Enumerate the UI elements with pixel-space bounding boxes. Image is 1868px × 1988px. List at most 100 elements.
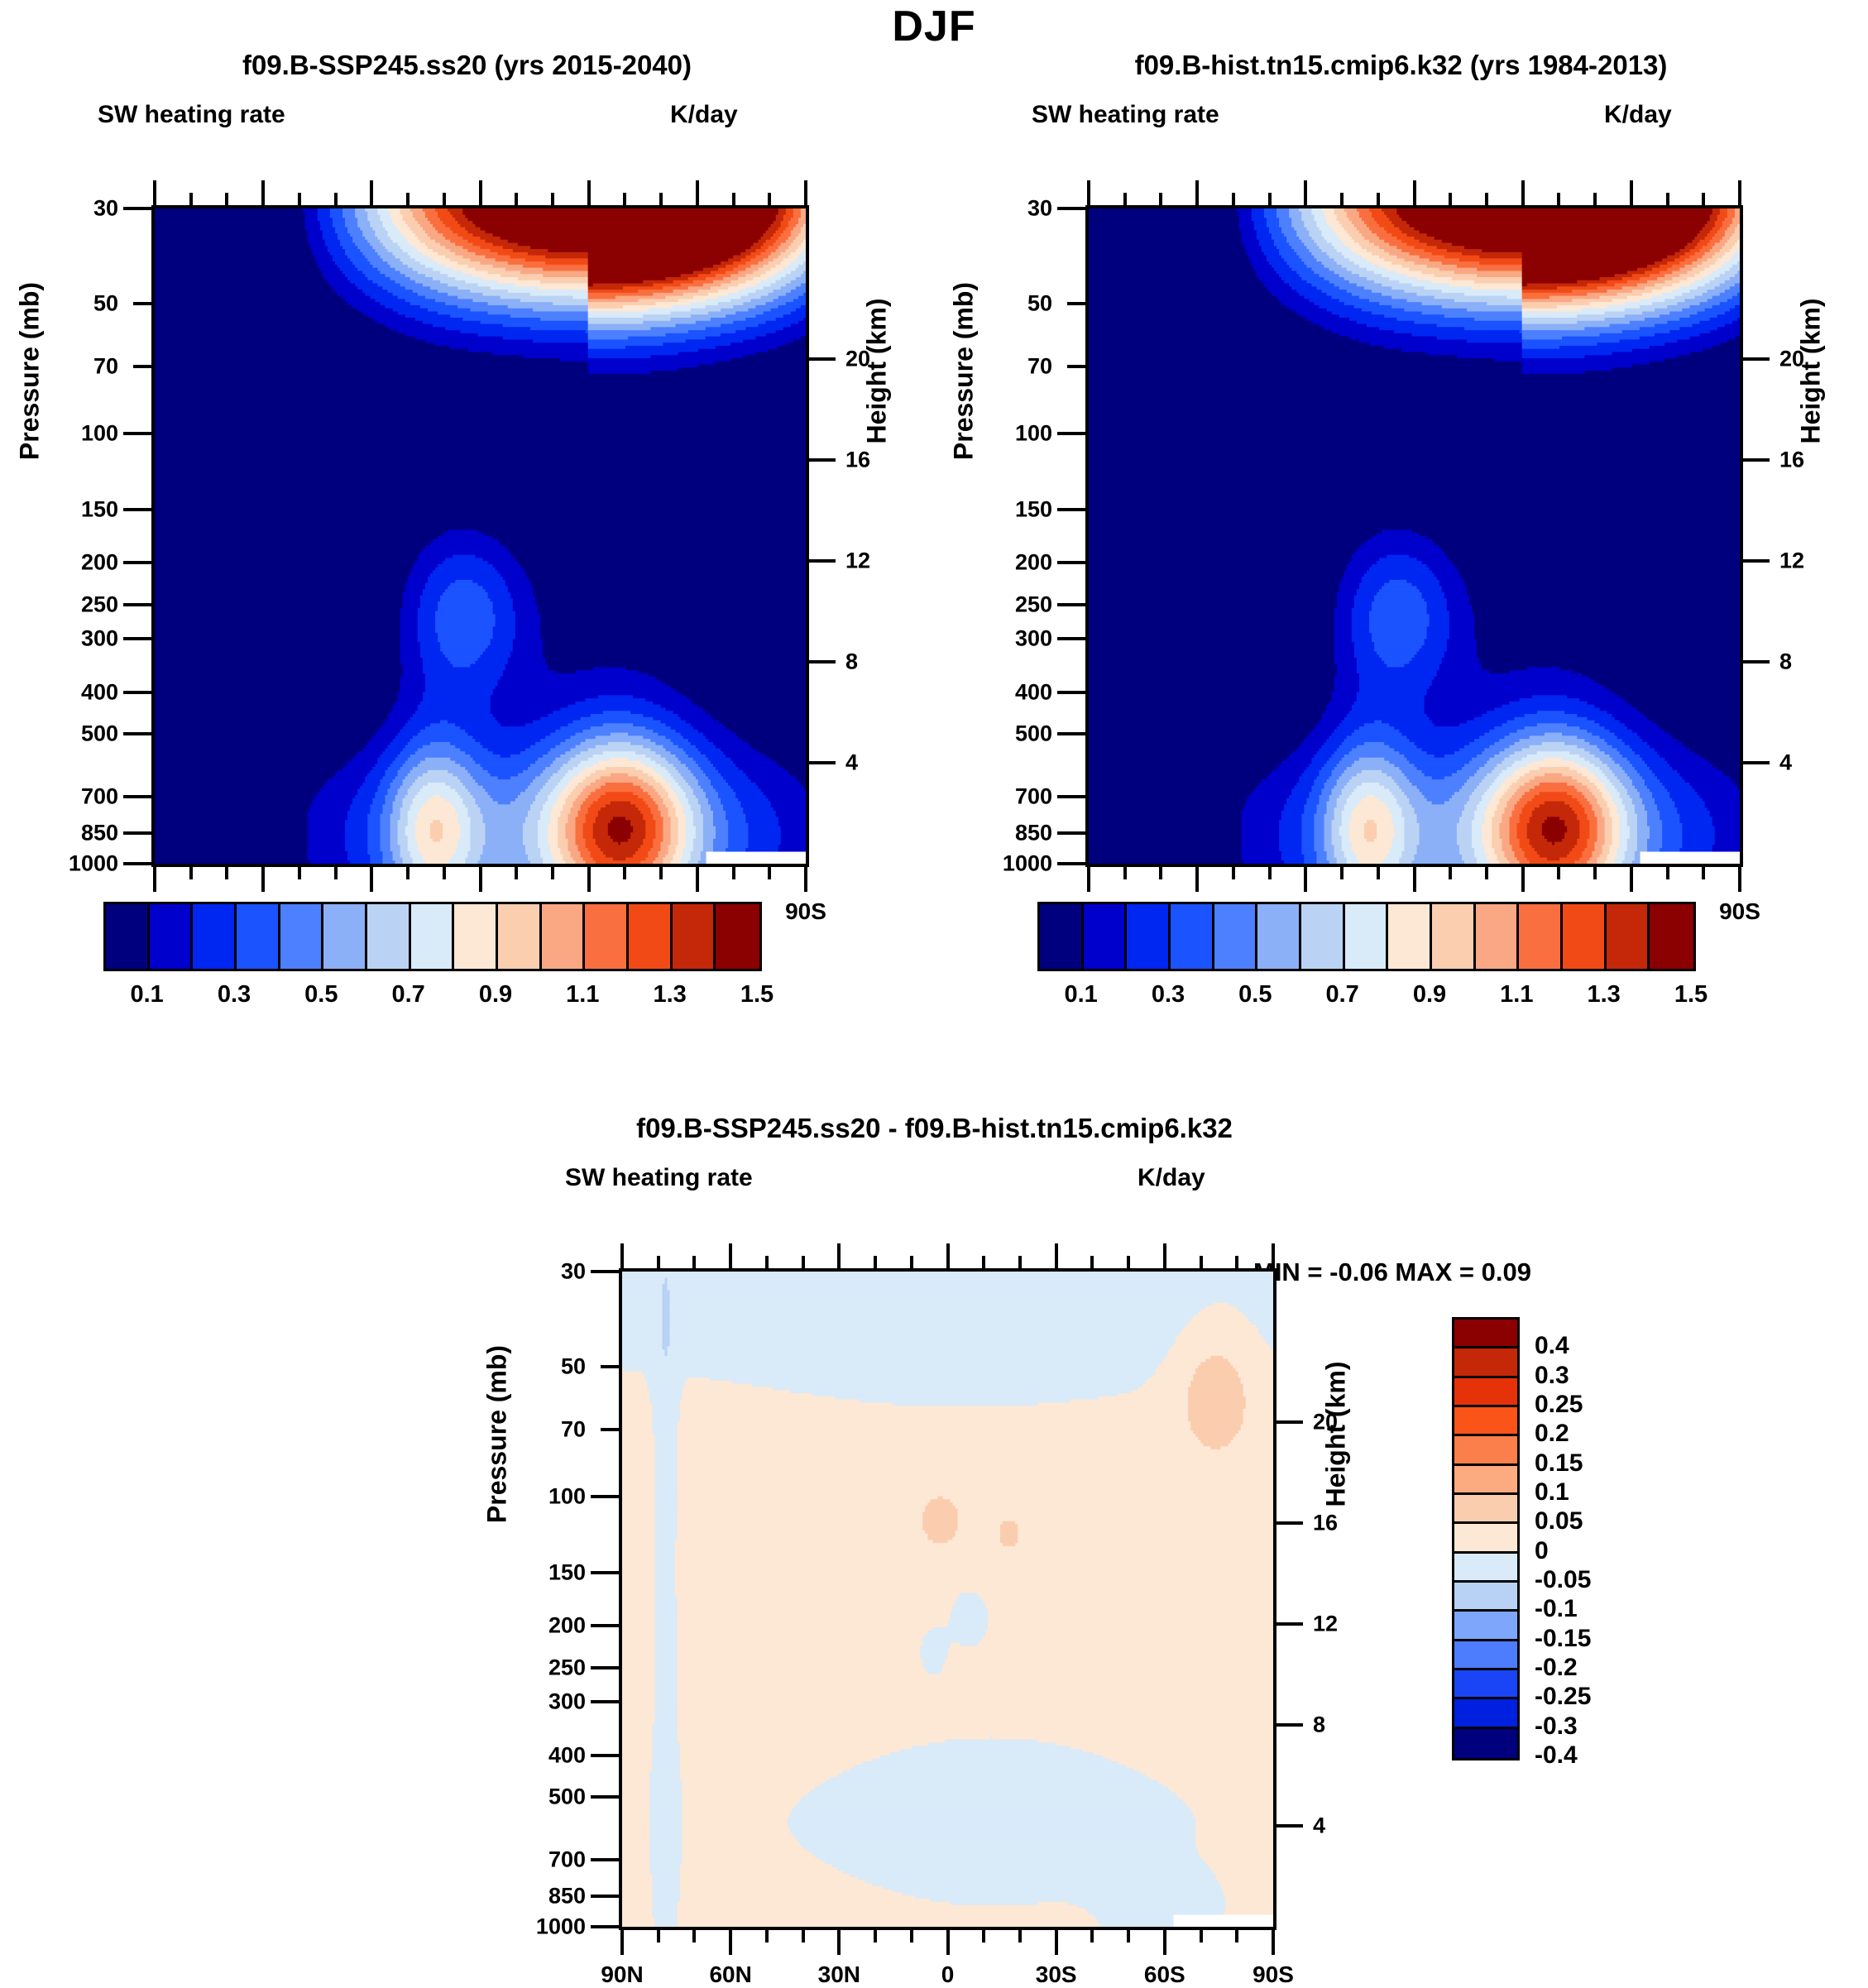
colorbar-tick-label: -0.2 xyxy=(1535,1654,1578,1681)
x-minor-tick-top xyxy=(1159,193,1163,205)
y-tick-label: 700 xyxy=(1014,783,1052,809)
colorbar-tick-label: 0.9 xyxy=(478,981,513,1008)
colorbar-cell xyxy=(1562,904,1607,969)
colorbar-cell xyxy=(1454,1524,1517,1554)
colorbar-cell xyxy=(1040,904,1084,969)
x-tick-mark xyxy=(1629,867,1633,892)
colorbar-cell xyxy=(1454,1348,1517,1378)
y2-tick-label: 12 xyxy=(1779,548,1805,573)
x-tick-mark xyxy=(1087,867,1090,892)
y-tick-mark xyxy=(601,1428,619,1432)
colorbar-cell xyxy=(1388,904,1432,969)
x-minor-tick xyxy=(982,1930,986,1942)
y-tick-label: 150 xyxy=(1014,496,1052,521)
y2-tick-mark xyxy=(1276,1823,1303,1828)
y-tick-label: 30 xyxy=(93,195,118,221)
x-minor-tick xyxy=(764,1930,769,1942)
x-minor-tick-top xyxy=(297,193,301,205)
y-tick-mark xyxy=(123,507,151,511)
x-minor-tick-top xyxy=(1593,193,1597,205)
y2-tick-mark xyxy=(1743,659,1770,663)
contour-field xyxy=(622,1272,1273,1927)
y2-tick-label: 16 xyxy=(845,447,871,472)
colorbar-cell xyxy=(1431,904,1476,969)
colorbar-cell xyxy=(1454,1320,1517,1349)
x-tick-mark-top xyxy=(587,180,591,205)
x-minor-tick-top xyxy=(1235,1256,1239,1268)
y-tick-mark xyxy=(591,1754,619,1758)
y-tick-label: 500 xyxy=(80,721,118,746)
y-tick-mark xyxy=(123,831,151,836)
colorbar-cell xyxy=(149,904,194,969)
x-minor-tick xyxy=(768,867,772,879)
y2-tick-mark xyxy=(1276,1622,1303,1626)
y-tick-label: 200 xyxy=(548,1612,586,1638)
x-minor-tick xyxy=(189,867,193,879)
y-tick-mark xyxy=(591,1895,619,1899)
x-minor-tick xyxy=(659,867,663,879)
minmax-label: MIN = -0.06 MAX = 0.09 xyxy=(1253,1257,1531,1286)
y-tick-label: 500 xyxy=(548,1784,586,1809)
y-tick-label: 70 xyxy=(560,1416,586,1442)
y2-tick-label: 20 xyxy=(845,346,871,371)
x-tick-mark-top xyxy=(837,1243,841,1268)
y2-tick-label: 4 xyxy=(1313,1813,1326,1838)
x-tick-mark xyxy=(587,867,591,892)
colorbar-tick-label: -0.15 xyxy=(1535,1624,1592,1652)
y-tick-mark xyxy=(1057,207,1085,210)
x-tick-label: 0 xyxy=(941,1962,955,1987)
x-minor-tick-top xyxy=(764,1256,769,1268)
y-tick-mark xyxy=(1057,431,1085,435)
y2-tick-mark xyxy=(1276,1521,1303,1525)
y2-tick-label: 8 xyxy=(1313,1712,1326,1737)
y-tick-mark xyxy=(123,637,151,641)
x-tick-label: 90S xyxy=(785,898,826,924)
colorbar-tick-label: 0.2 xyxy=(1535,1420,1569,1448)
x-tick-mark xyxy=(1162,1930,1166,1955)
units-label: K/day xyxy=(1138,1164,1205,1191)
colorbar-tick-label: 0.15 xyxy=(1535,1449,1583,1477)
x-minor-tick-top xyxy=(1702,193,1706,205)
y2-tick-mark xyxy=(1743,760,1770,764)
y2-tick-label: 16 xyxy=(1313,1510,1339,1535)
y-tick-label: 300 xyxy=(80,625,118,651)
x-minor-tick-top xyxy=(1231,193,1235,205)
x-tick-mark xyxy=(1304,867,1308,892)
panel-title: f09.B-SSP245.ss20 (yrs 2015-2040) xyxy=(242,50,692,80)
colorbar-cell xyxy=(585,904,629,969)
x-minor-tick-top xyxy=(909,1256,913,1268)
x-tick-mark-top xyxy=(1054,1243,1058,1268)
colorbar-cell xyxy=(541,904,586,969)
x-minor-tick xyxy=(550,867,554,879)
y2-tick-label: 4 xyxy=(845,750,859,775)
y2-tick-mark xyxy=(1276,1420,1303,1424)
y2-tick-mark xyxy=(1743,558,1770,563)
y-tick-label: 250 xyxy=(80,592,118,617)
y-tick-label: 300 xyxy=(1014,625,1052,651)
y-tick-label: 850 xyxy=(548,1883,586,1909)
figure-title: DJF xyxy=(892,2,976,50)
x-minor-tick xyxy=(1159,867,1163,879)
x-minor-tick-top xyxy=(623,193,627,205)
y-tick-label: 700 xyxy=(548,1847,586,1872)
x-minor-tick xyxy=(1702,867,1706,879)
y-tick-label: 400 xyxy=(80,679,118,705)
y-tick-label: 50 xyxy=(93,290,118,316)
x-minor-tick xyxy=(874,1930,878,1942)
colorbar-cell xyxy=(1606,904,1650,969)
x-minor-tick xyxy=(1127,1930,1131,1942)
colorbar-tick-label: -0.3 xyxy=(1535,1712,1578,1740)
x-tick-label: 90S xyxy=(1719,898,1760,924)
variable-label: SW heating rate xyxy=(98,101,285,128)
y-tick-mark xyxy=(1057,831,1085,836)
colorbar-tick-label: 1.3 xyxy=(1587,981,1621,1008)
y-tick-label: 850 xyxy=(1014,820,1052,845)
x-tick-mark xyxy=(729,1930,733,1955)
x-minor-tick-top xyxy=(406,193,410,205)
colorbar-cell xyxy=(1454,1728,1517,1758)
y-tick-label: 1000 xyxy=(68,850,118,876)
y-tick-label: 250 xyxy=(548,1655,586,1680)
colorbar-cell xyxy=(1454,1582,1517,1612)
colorbar-vertical xyxy=(1452,1317,1520,1760)
x-tick-mark xyxy=(695,867,699,892)
